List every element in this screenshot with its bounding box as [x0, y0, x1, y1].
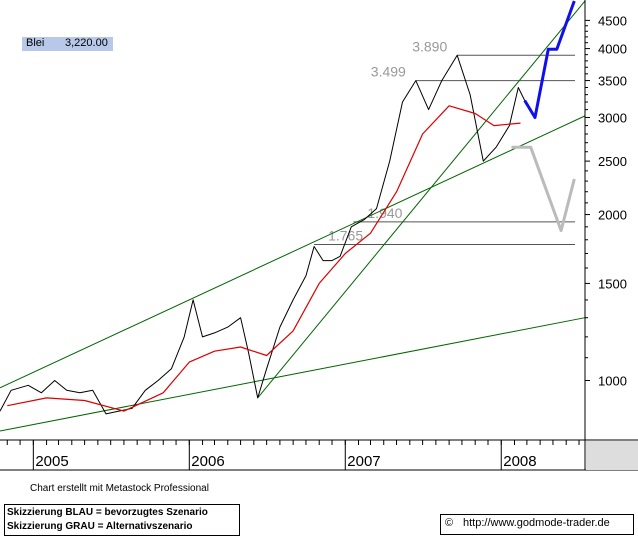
x-tick-label: 2008	[503, 453, 536, 470]
trendline	[0, 115, 586, 389]
price-series	[0, 54, 526, 415]
gray-series	[511, 145, 576, 233]
copyright-icon: ©	[445, 517, 454, 529]
x-tick-label: 2006	[191, 453, 224, 470]
axis-layer: 1000 1500 2000 2500 3000 3500 4000 4500 2005 2006…	[0, 0, 638, 471]
legend-blue: Skizzierung BLAU = bevorzugtes Szenario	[7, 507, 208, 518]
axis-corner	[586, 441, 638, 470]
ma-series	[7, 105, 521, 412]
credit-text: Chart erstellt mit Metastock Professiona…	[30, 483, 209, 494]
y-tick-label: 3500	[598, 74, 627, 89]
level-label: 1.940	[367, 205, 402, 221]
blue-series	[523, 0, 576, 119]
trendline	[0, 317, 586, 432]
y-tick-label: 2000	[598, 208, 627, 223]
source-link[interactable]: http://www.godmode-trader.de	[463, 517, 610, 529]
scenario-legend: Skizzierung BLAU = bevorzugtes Szenario …	[4, 504, 240, 536]
symbol-price: 3,220.00	[65, 37, 108, 49]
y-tick-label: 3000	[598, 110, 627, 125]
series-layer	[0, 0, 576, 415]
trend-layer	[0, 0, 586, 432]
symbol-label-box: Blei 3,220.00	[22, 37, 113, 51]
source-box: © http://www.godmode-trader.de	[440, 514, 634, 535]
level-label: 3.499	[371, 64, 406, 80]
x-tick-label: 2005	[35, 453, 68, 470]
y-tick-label: 2500	[598, 154, 627, 169]
y-tick-label: 1500	[598, 276, 627, 291]
legend-gray: Skizzierung GRAU = Alternativszenario	[7, 521, 193, 532]
symbol-name: Blei	[26, 37, 45, 49]
x-tick-label: 2007	[347, 453, 380, 470]
trendline	[257, 0, 586, 399]
y-tick-label: 4000	[598, 42, 627, 57]
level-label: 3.890	[412, 38, 447, 54]
y-tick-label: 4500	[598, 13, 627, 28]
y-tick-label: 1000	[598, 374, 627, 389]
